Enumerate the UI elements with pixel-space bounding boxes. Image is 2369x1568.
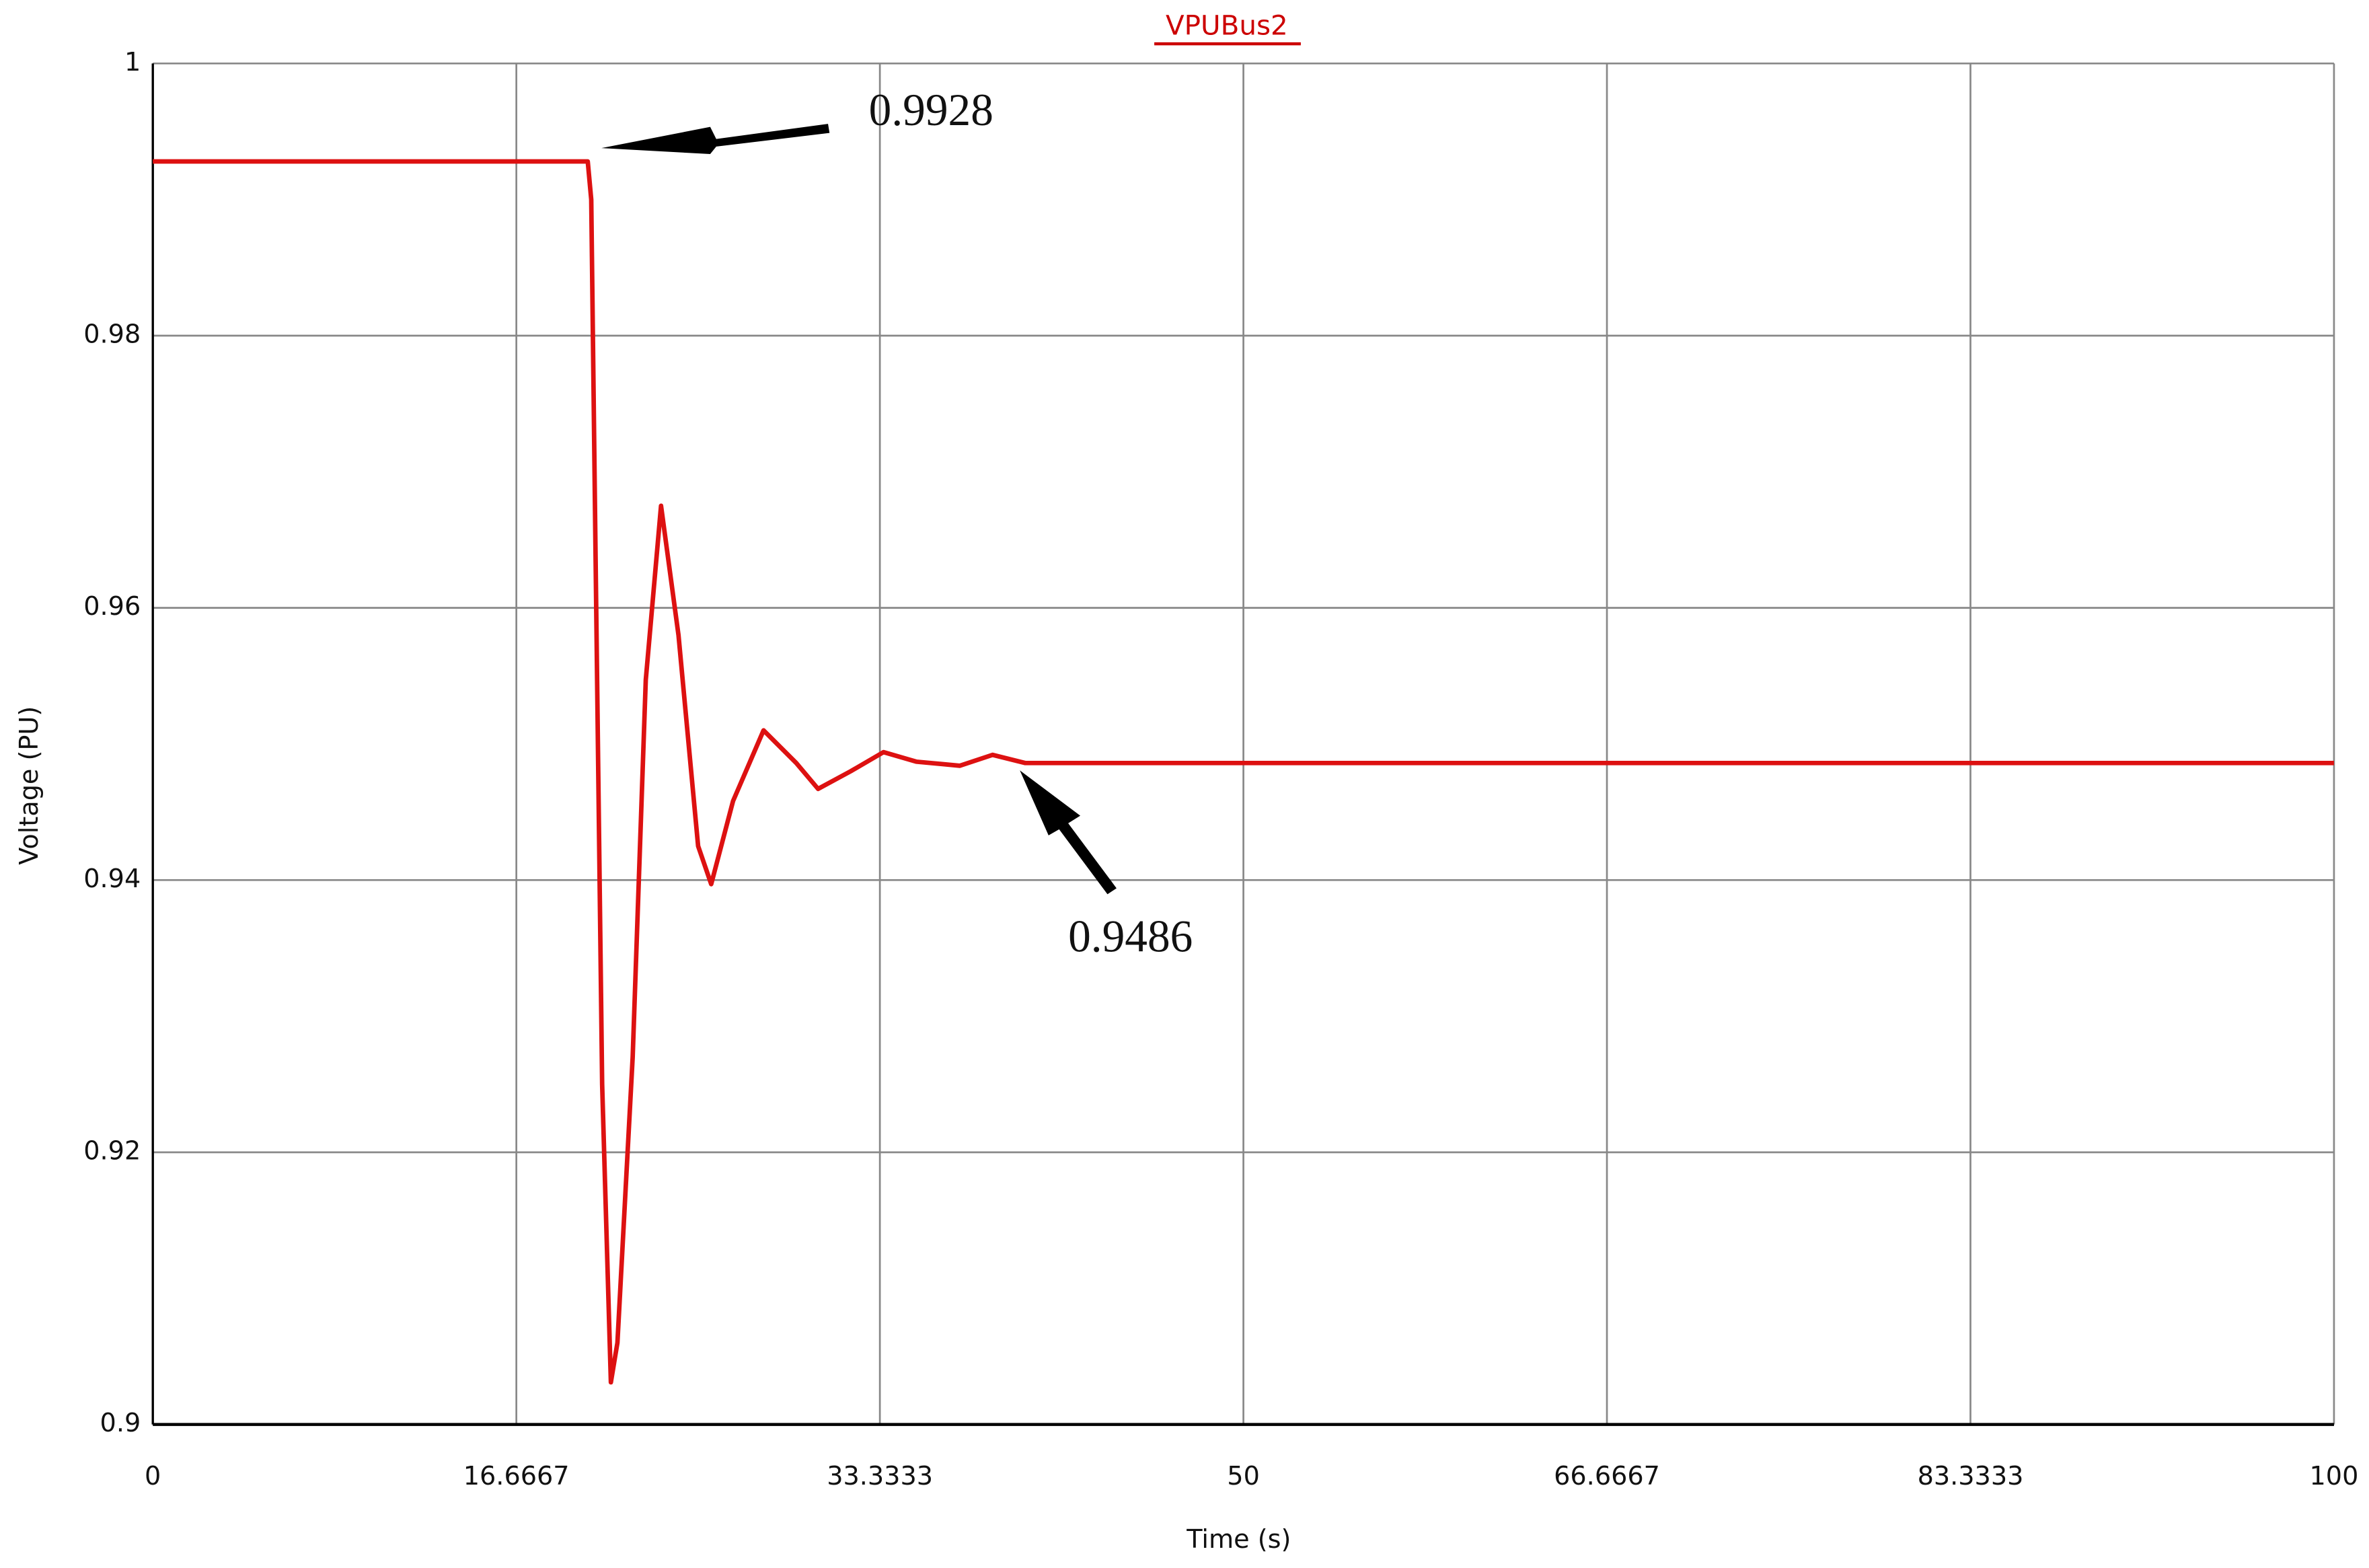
- chart-title: VPUBus2: [1166, 9, 1288, 41]
- annotation-arrow: [1020, 770, 1117, 895]
- annotation: 0.9928: [869, 85, 993, 135]
- x-tick-label: 33.3333: [827, 1462, 933, 1491]
- x-tick-label: 0: [145, 1462, 161, 1491]
- plot-area: 0.9 0.92 0.94 0.96 0.98 1 0 16.6667 33.3333 50 66.…: [83, 48, 2358, 1491]
- y-axis-label: Voltage (PU): [15, 706, 44, 865]
- x-tick-label: 83.3333: [1918, 1462, 2024, 1491]
- y-tick-label: 0.94: [83, 864, 141, 894]
- y-tick-label: 1: [124, 48, 141, 77]
- data-line: [153, 159, 2334, 1385]
- annotation: 0.9486: [1068, 911, 1193, 962]
- y-tick-label: 0.9: [100, 1409, 141, 1438]
- x-tick-label: 50: [1227, 1462, 1260, 1491]
- x-axis-label: Time (s): [1186, 1525, 1291, 1555]
- x-tick-label: 66.6667: [1554, 1462, 1660, 1491]
- y-tick-label: 0.96: [83, 592, 141, 622]
- x-tick-label: 16.6667: [463, 1462, 570, 1491]
- y-tick-label: 0.92: [83, 1136, 141, 1166]
- y-tick-label: 0.98: [83, 320, 141, 349]
- annotation-arrow: [601, 124, 830, 155]
- x-tick-label: 100: [2310, 1462, 2359, 1491]
